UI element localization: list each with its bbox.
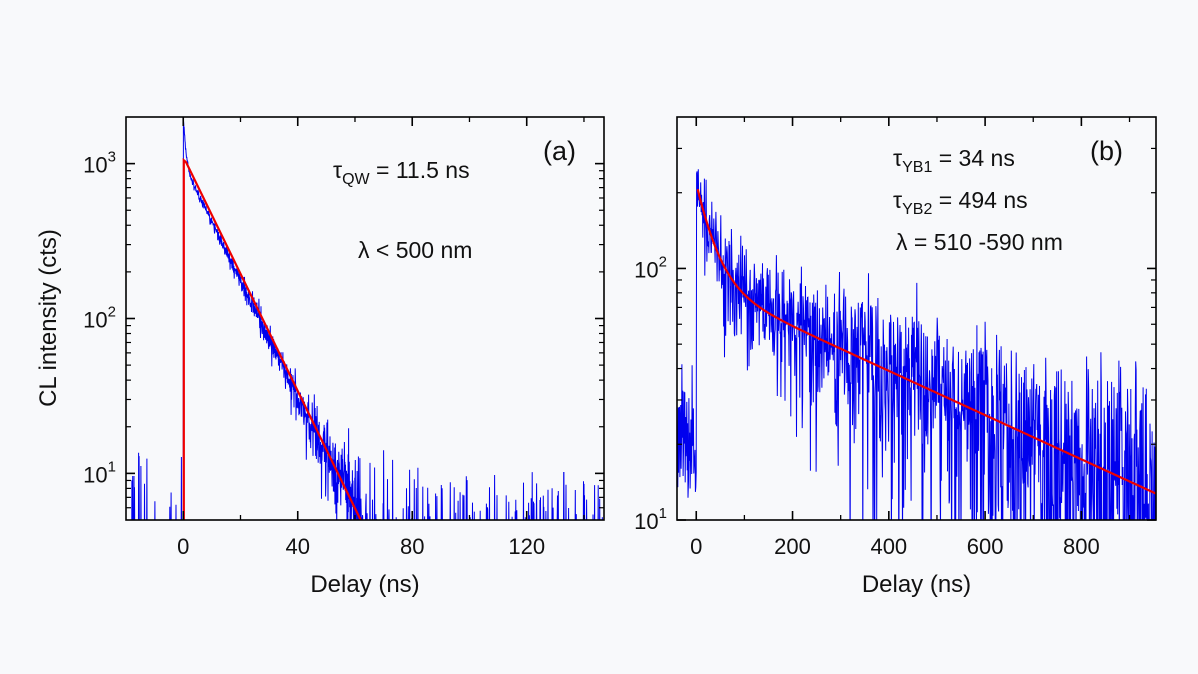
plot-frame (676, 116, 1157, 521)
annotation-base: τ (333, 157, 342, 183)
y-tick-label-exponent: 1 (108, 458, 116, 475)
annotation-value: = 494 ns (932, 187, 1027, 213)
x-tick-label: 80 (400, 534, 424, 559)
annotation: τYB2 = 494 ns (893, 187, 1028, 218)
x-tick-label: 0 (177, 534, 189, 559)
x-tick-label: 40 (285, 534, 309, 559)
x-tick-label: 0 (690, 534, 702, 559)
panel-label: (a) (543, 136, 576, 166)
data-series-line (677, 169, 1156, 520)
annotation: λ < 500 nm (358, 237, 472, 263)
y-tick-label: 101 (83, 458, 116, 487)
annotation: τQW = 11.5 ns (333, 157, 470, 188)
y-tick-label-exponent: 2 (659, 253, 667, 270)
x-tick-label: 800 (1063, 534, 1100, 559)
y-axis-label: CL intensity (cts) (35, 229, 62, 407)
annotation-value: = 11.5 ns (370, 157, 470, 183)
annotation-subscript: QW (342, 171, 370, 188)
fit-series-line (696, 188, 1156, 495)
y-tick-label: 103 (83, 149, 116, 178)
annotation: τYB1 = 34 ns (893, 145, 1015, 176)
fit-series-line (182, 157, 362, 520)
x-tick-label: 600 (967, 534, 1004, 559)
plot-area (677, 169, 1156, 520)
y-tick-label-base: 10 (83, 462, 107, 487)
annotation-value: = 34 ns (932, 145, 1014, 171)
x-axis-label: Delay (ns) (862, 571, 971, 598)
y-tick-label: 102 (83, 304, 116, 333)
annotation-subscript: YB1 (902, 159, 932, 176)
plot-area (131, 119, 603, 520)
y-tick-label-exponent: 3 (108, 149, 116, 166)
x-tick-label: 400 (870, 534, 907, 559)
y-tick-label: 102 (634, 253, 667, 282)
y-tick-label-exponent: 2 (108, 304, 116, 321)
x-tick-label: 200 (774, 534, 811, 559)
annotation-base: τ (893, 187, 902, 213)
x-tick-label: 120 (508, 534, 545, 559)
annotation-base: λ = 510 -590 nm (896, 229, 1063, 255)
x-axis-label: Delay (ns) (310, 571, 419, 598)
annotation-base: λ < 500 nm (358, 237, 472, 263)
y-tick-label-base: 10 (83, 308, 107, 333)
y-tick-label-base: 10 (83, 153, 107, 178)
panel-label: (b) (1090, 136, 1123, 166)
data-series-line (131, 119, 603, 520)
annotation-base: τ (893, 145, 902, 171)
y-tick-label: 101 (634, 505, 667, 534)
y-tick-label-exponent: 1 (659, 505, 667, 522)
annotation-subscript: YB2 (902, 201, 932, 218)
y-tick-label-base: 10 (634, 257, 658, 282)
annotation: λ = 510 -590 nm (896, 229, 1063, 255)
y-tick-label-base: 10 (634, 509, 658, 534)
